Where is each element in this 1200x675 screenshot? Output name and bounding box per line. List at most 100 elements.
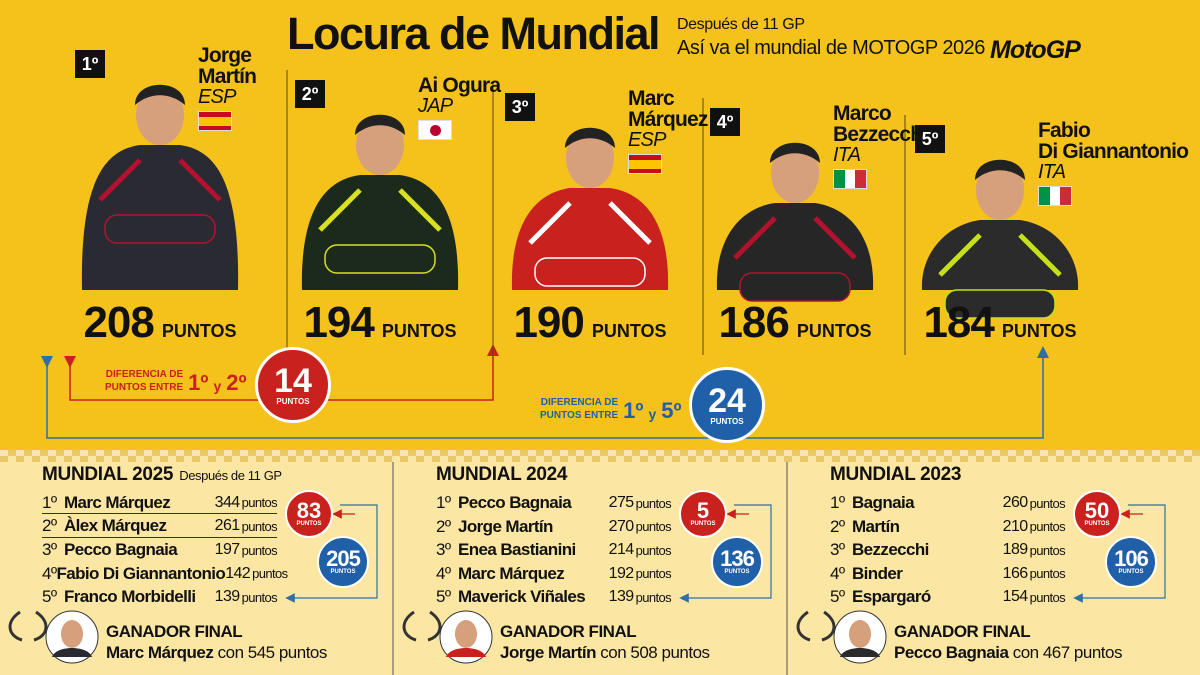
checker <box>224 450 232 456</box>
checker <box>976 456 984 462</box>
checker <box>912 456 920 462</box>
checker <box>1072 456 1080 462</box>
checker <box>424 456 432 462</box>
checker <box>936 456 944 462</box>
checker <box>200 450 208 456</box>
checker <box>336 456 344 462</box>
gap-unit: PUNTOS <box>690 521 716 527</box>
checker <box>152 456 160 462</box>
panel-header: MUNDIAL 2025 Después de 11 GP <box>42 464 282 486</box>
flag-disc <box>429 124 441 136</box>
rider-name: Marc Márquez ESP <box>628 88 708 151</box>
checker <box>1160 456 1168 462</box>
checker <box>112 456 120 462</box>
checker <box>560 450 568 456</box>
checker <box>448 456 456 462</box>
checker <box>96 456 104 462</box>
standing-name: Enea Bastianini <box>458 540 576 559</box>
checker <box>392 456 400 462</box>
checker <box>368 456 376 462</box>
gap-unit: PUNTOS <box>724 569 750 575</box>
checker <box>1168 450 1176 456</box>
checker <box>40 450 48 456</box>
checker <box>192 456 200 462</box>
checker <box>1112 456 1120 462</box>
checker <box>368 450 376 456</box>
checker <box>792 456 800 462</box>
rider-hair <box>135 84 185 105</box>
checker <box>184 450 192 456</box>
points: 184 PUNTOS <box>890 298 1110 348</box>
checker <box>496 450 504 456</box>
checker <box>736 456 744 462</box>
checker <box>856 456 864 462</box>
checker <box>416 456 424 462</box>
checker <box>592 456 600 462</box>
checker <box>1128 456 1136 462</box>
checker <box>472 456 480 462</box>
checker <box>600 450 608 456</box>
checker <box>640 456 648 462</box>
checker <box>1024 456 1032 462</box>
winner-body <box>840 648 880 657</box>
flag-band <box>629 159 661 169</box>
checker <box>848 456 856 462</box>
checker <box>1144 456 1152 462</box>
laurel <box>402 610 442 642</box>
checker <box>80 456 88 462</box>
checker <box>456 456 464 462</box>
checker <box>232 450 240 456</box>
flag-band <box>834 170 845 188</box>
checker <box>1048 456 1056 462</box>
checker <box>600 456 608 462</box>
checker <box>216 450 224 456</box>
checker <box>704 456 712 462</box>
checker <box>128 450 136 456</box>
checker <box>1136 456 1144 462</box>
gap-value: 24 <box>708 381 746 420</box>
rider-photo <box>921 159 1079 319</box>
standing-points: 261 <box>214 517 241 534</box>
checker <box>648 456 656 462</box>
standing-pos: 4º <box>830 563 845 583</box>
rider-photo <box>301 114 459 290</box>
checker <box>280 456 288 462</box>
standing-unit: puntos <box>241 542 278 558</box>
name-line: Martín <box>198 65 257 88</box>
gap-from: 1º <box>623 398 644 423</box>
gap-and: y <box>213 378 222 394</box>
checker <box>216 456 224 462</box>
checker <box>208 456 216 462</box>
checker <box>968 456 976 462</box>
standing-points: 189 <box>1002 541 1029 558</box>
checker <box>848 450 856 456</box>
checker <box>528 456 536 462</box>
checker <box>272 450 280 456</box>
checker <box>576 450 584 456</box>
gap-value: 14 <box>274 361 312 400</box>
checker <box>880 456 888 462</box>
checker <box>856 450 864 456</box>
checker <box>432 450 440 456</box>
checker <box>312 456 320 462</box>
checker <box>928 450 936 456</box>
checker <box>416 450 424 456</box>
gap-label-line: DIFERENCIA DE <box>540 397 619 408</box>
checker <box>880 450 888 456</box>
checker <box>1000 450 1008 456</box>
checker <box>512 450 520 456</box>
checker <box>632 456 640 462</box>
checker <box>520 450 528 456</box>
checker <box>264 450 272 456</box>
checker <box>696 456 704 462</box>
gap-bubble: 5 PUNTOS <box>679 490 727 538</box>
rider-arms <box>104 214 216 244</box>
standing-row: 4º Binder 166 puntos <box>830 563 1066 585</box>
checker <box>272 456 280 462</box>
checker <box>520 456 528 462</box>
winner-line: Pecco Bagnaia con 467 puntos <box>894 642 1122 663</box>
checker <box>896 450 904 456</box>
checker <box>112 450 120 456</box>
rider-face <box>356 115 404 175</box>
standing-name: Àlex Márquez <box>64 516 167 535</box>
